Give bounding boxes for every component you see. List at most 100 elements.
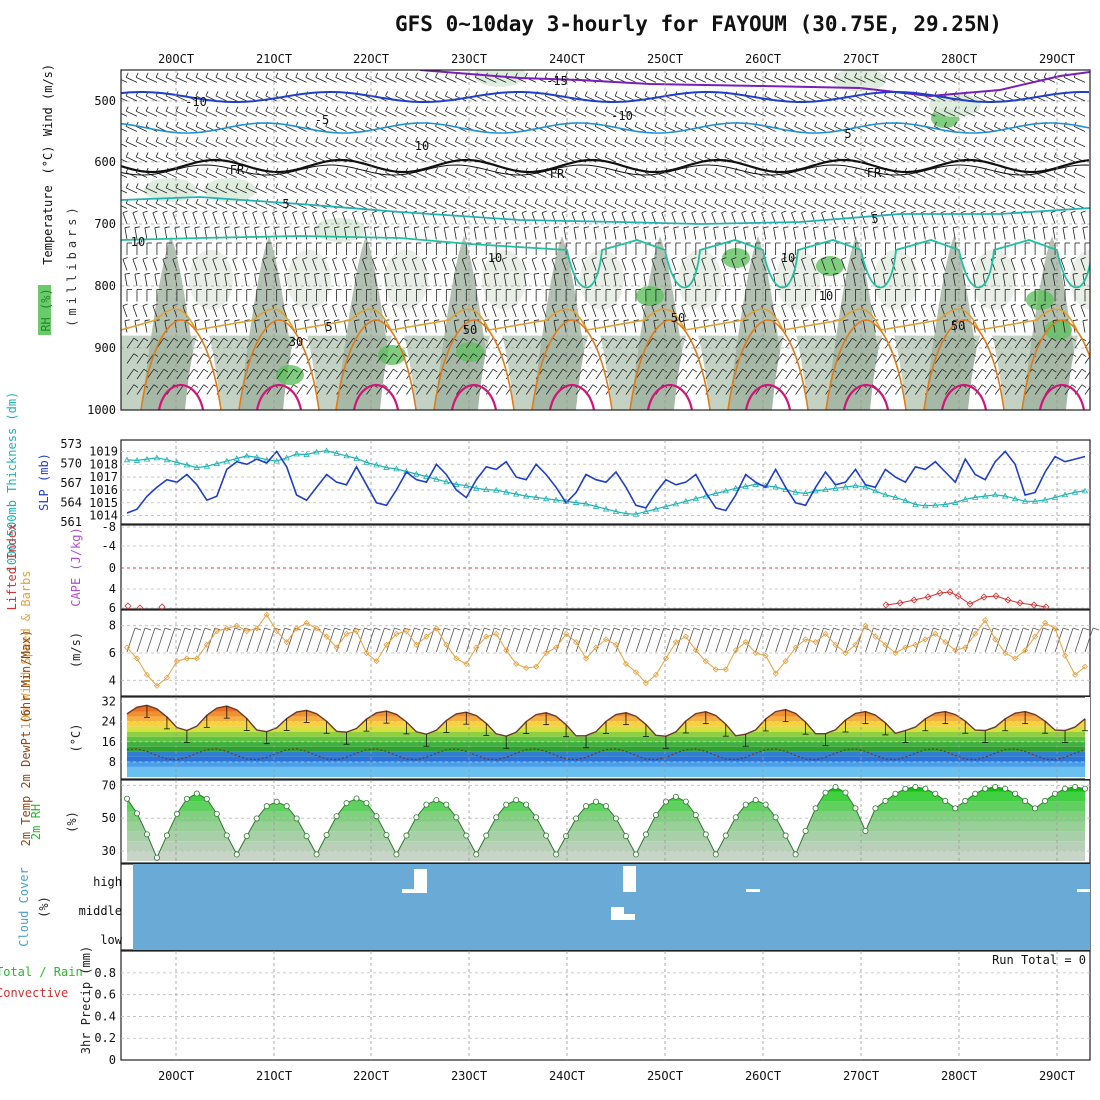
surface-wind-barb — [885, 627, 894, 653]
wind-barb-flag — [245, 91, 249, 97]
wind-barb — [326, 384, 334, 395]
wind-barb — [874, 126, 886, 132]
wind-barb — [1062, 320, 1066, 333]
wind-barb-flag — [205, 106, 209, 112]
wind-barb-flag — [1020, 257, 1026, 260]
wind-barb-flag — [415, 91, 418, 97]
wind-barb — [385, 187, 397, 194]
lifted-index-marker — [936, 589, 944, 597]
wind-barb-flag — [345, 72, 349, 78]
wind-barb-flag — [782, 384, 787, 388]
wind-barb — [296, 384, 304, 395]
wind-barb — [555, 95, 567, 102]
wind-barb — [152, 305, 158, 318]
wind-barb-flag — [233, 353, 238, 357]
wind-barb — [631, 305, 637, 318]
wind-barb — [234, 274, 238, 287]
cloud-gap — [402, 889, 414, 893]
wind-barb-flag — [664, 136, 668, 142]
wind-barb-flag — [911, 257, 917, 260]
wind-barb — [425, 156, 437, 163]
wind-barb-flag — [125, 183, 129, 189]
surface-wind-barb — [555, 627, 565, 653]
wind-barb-flag — [225, 167, 229, 173]
thickness-marker — [1061, 491, 1069, 498]
surface-wind-barb-flag — [813, 627, 820, 631]
wind-barb-flag — [1063, 106, 1067, 112]
wind-barb — [634, 110, 647, 117]
wind-barb — [555, 368, 564, 380]
wind-barb-flag — [824, 136, 828, 142]
wind-barb — [224, 320, 228, 333]
thickness-marker — [942, 501, 949, 507]
temp-minmax-whiskers — [143, 705, 1088, 749]
wind-barb-flag — [302, 210, 308, 214]
wind-barb — [704, 141, 716, 148]
wind-barb-flag — [415, 72, 418, 78]
wind-barb — [543, 320, 547, 333]
wind-barb — [794, 187, 806, 194]
wind-barb — [764, 156, 776, 163]
wind-barb-flag — [472, 257, 478, 260]
wind-barb-flag — [582, 353, 588, 357]
wind-barb-flag — [325, 183, 329, 189]
surface-wind-barb-flag — [933, 627, 940, 631]
wind-barb — [355, 172, 367, 178]
wind-barb-flag — [990, 210, 996, 214]
wind-barb — [684, 141, 696, 148]
surface-wind-barb-flag — [214, 627, 221, 631]
wind-barb-flag — [295, 152, 299, 158]
wind-barb-flag — [442, 303, 448, 307]
wind-barb — [974, 187, 986, 194]
surface-wind-barb-flag — [204, 627, 211, 631]
wind-barb-flag — [413, 337, 418, 342]
wind-barb — [436, 337, 444, 349]
wind-barb-flag — [342, 303, 348, 307]
wind-barb — [972, 227, 976, 240]
wind-barb — [1004, 187, 1016, 194]
wind-barb — [774, 156, 786, 163]
wind-barb-flag — [673, 226, 679, 229]
wind-barb — [1084, 386, 1090, 395]
wind-barb-flag — [1003, 121, 1007, 127]
wind-barb — [804, 110, 816, 117]
wind-barb — [635, 337, 644, 349]
wind-barb — [485, 172, 497, 178]
thickness-marker — [503, 488, 510, 495]
wind-barb-flag — [653, 319, 659, 322]
wind-barb-flag — [424, 272, 430, 275]
wind-barb — [334, 274, 337, 287]
wind-barb-flag — [751, 257, 757, 260]
wind-barb — [415, 95, 427, 102]
contour-plus10 — [121, 235, 1090, 289]
wind-barb — [1014, 337, 1023, 349]
wind-barb — [674, 203, 687, 209]
wind-barb-flag — [325, 198, 329, 204]
wind-barb — [654, 141, 667, 148]
wind-barb-flag — [744, 136, 748, 142]
wind-barb-flag — [264, 272, 270, 275]
wind-barb — [952, 274, 956, 287]
wind-barb — [1054, 353, 1063, 364]
wind-barb-flag — [1043, 72, 1047, 78]
wind-barb-flag — [373, 337, 378, 342]
wind-barb — [994, 368, 1003, 380]
wind-barb — [495, 141, 507, 148]
wind-barb-flag — [844, 106, 848, 112]
wind-barb — [435, 156, 447, 163]
wind-barb — [934, 141, 946, 148]
wind-barb-flag — [375, 72, 379, 78]
wind-barb — [435, 110, 447, 117]
rh-marker — [832, 783, 839, 790]
wind-barb-flag — [721, 257, 727, 260]
wind-barb — [475, 126, 487, 132]
wind-barb — [513, 274, 517, 287]
wind-barb — [305, 172, 317, 178]
wind-barb — [1024, 384, 1033, 395]
wind-barb-flag — [332, 303, 338, 307]
wind-barb — [295, 141, 307, 148]
wind-barb — [944, 126, 956, 132]
wind-barb-flag — [1050, 257, 1056, 260]
rh-marker — [193, 790, 200, 797]
wind-barb-flag — [522, 337, 528, 342]
